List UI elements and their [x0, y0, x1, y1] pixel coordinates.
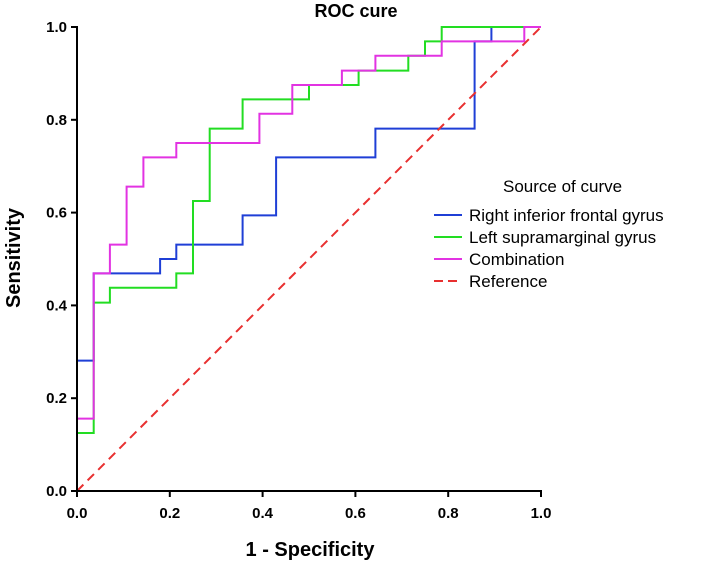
x-tick-label: 0.8 — [438, 505, 459, 522]
x-axis-ticks: 0.0 0.2 0.4 0.6 0.8 1.0 — [67, 491, 552, 522]
y-axis-ticks: 0.0 0.2 0.4 0.6 0.8 1.0 — [46, 19, 77, 500]
x-tick-label: 0.6 — [345, 505, 366, 522]
series-line-reference — [76, 26, 542, 492]
legend-item: Right inferior frontal gyrus — [434, 206, 664, 225]
y-axis-title: Sensitivity — [3, 207, 25, 308]
legend-label: Right inferior frontal gyrus — [469, 206, 664, 225]
chart-title: ROC cure — [314, 1, 397, 21]
x-tick-label: 0.2 — [159, 505, 180, 522]
y-tick-label: 0.4 — [46, 297, 68, 314]
y-tick-label: 0.8 — [46, 112, 67, 129]
legend-label: Left supramarginal gyrus — [469, 228, 656, 247]
legend-item: Combination — [434, 250, 564, 269]
legend-item: Left supramarginal gyrus — [434, 228, 656, 247]
legend-label: Combination — [469, 250, 564, 269]
y-tick-label: 0.2 — [46, 390, 67, 407]
series-line-combination — [76, 26, 541, 491]
x-tick-label: 0.0 — [67, 505, 88, 522]
series-layer — [76, 26, 542, 492]
legend-title: Source of curve — [503, 177, 622, 196]
y-tick-label: 0.0 — [46, 483, 67, 500]
x-tick-label: 1.0 — [531, 505, 552, 522]
legend-item: Reference — [434, 272, 547, 291]
x-tick-label: 0.4 — [252, 505, 274, 522]
x-axis-title: 1 - Specificity — [246, 539, 376, 561]
plot-area: 0.0 0.2 0.4 0.6 0.8 1.0 0.0 0.2 0.4 0.6 0.8 1.0 — [46, 19, 551, 522]
legend-label: Reference — [469, 272, 547, 291]
legend-items: Right inferior frontal gyrus Left suprama… — [434, 206, 664, 291]
legend: Source of curve Right inferior frontal g… — [434, 177, 664, 291]
y-tick-label: 0.6 — [46, 205, 67, 222]
y-tick-label: 1.0 — [46, 19, 67, 36]
